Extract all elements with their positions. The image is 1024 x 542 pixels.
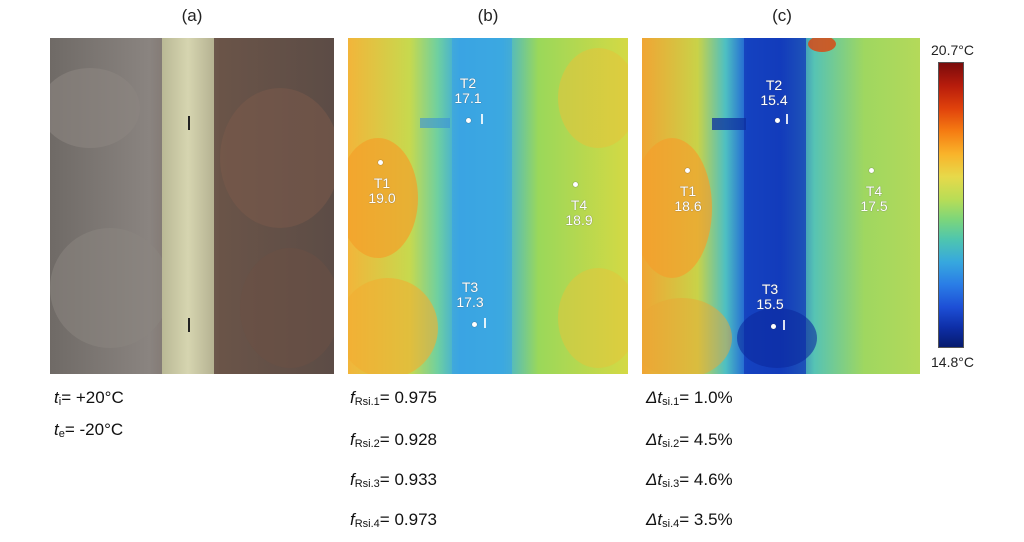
t2-tick-b [481,114,483,124]
t2-label-c: T2 15.4 [760,77,788,108]
t4-marker-c [869,168,874,173]
t1-label-c: T1 18.6 [674,183,702,214]
interior-temp-label: ti= +20°C [54,388,124,408]
panel-c-label: (c) [772,6,792,25]
frsi-4-label: fRsi.4= 0.973 [350,510,437,530]
t2-tick-c [786,114,788,124]
exterior-temp-label: te= -20°C [54,420,124,440]
t3-tick-c [783,320,785,330]
t3-marker-c [771,324,776,329]
frsi-1-label: fRsi.1= 0.975 [350,388,437,408]
insulation-photo [50,38,334,374]
dtsi-3-label: Δtsi.3= 4.6% [646,470,733,490]
t1-label-b: T1 19.0 [368,175,396,206]
dtsi-1-label: Δtsi.1= 1.0% [646,388,733,408]
frsi-2-label: fRsi.2= 0.928 [350,430,437,450]
dtsi-4-label: Δtsi.4= 3.5% [646,510,733,530]
panel-a-label: (a) [181,6,203,25]
temperature-colorbar [938,62,964,348]
t4-marker-b [573,182,578,187]
thermogram-c-image [642,38,920,374]
panel-b-label: (b) [477,6,499,25]
t2-label-b: T2 17.1 [454,75,482,106]
t4-label-b: T4 18.9 [565,197,593,228]
photo-panel-a [50,38,334,374]
colorbar-min-label: 14.8°C [931,354,974,370]
t3-label-b: T3 17.3 [456,279,484,310]
dtsi-2-label: Δtsi.2= 4.5% [646,430,733,450]
thermogram-panel-b: T1 19.0 T2 17.1 T3 17.3 T4 18.9 [348,38,628,374]
thermogram-panel-c: T1 18.6 T2 15.4 T3 15.5 T4 17.5 [642,38,920,374]
t2-marker-c [775,118,780,123]
t1-marker-c [685,168,690,173]
colorbar-max-label: 20.7°C [931,42,974,58]
t3-marker-b [472,322,477,327]
t4-label-c: T4 17.5 [860,183,888,214]
t3-tick-b [484,318,486,328]
t2-marker-b [466,118,471,123]
t1-marker-b [378,160,383,165]
t3-label-c: T3 15.5 [756,281,784,312]
frsi-3-label: fRsi.3= 0.933 [350,470,437,490]
thermogram-b-image [348,38,628,374]
